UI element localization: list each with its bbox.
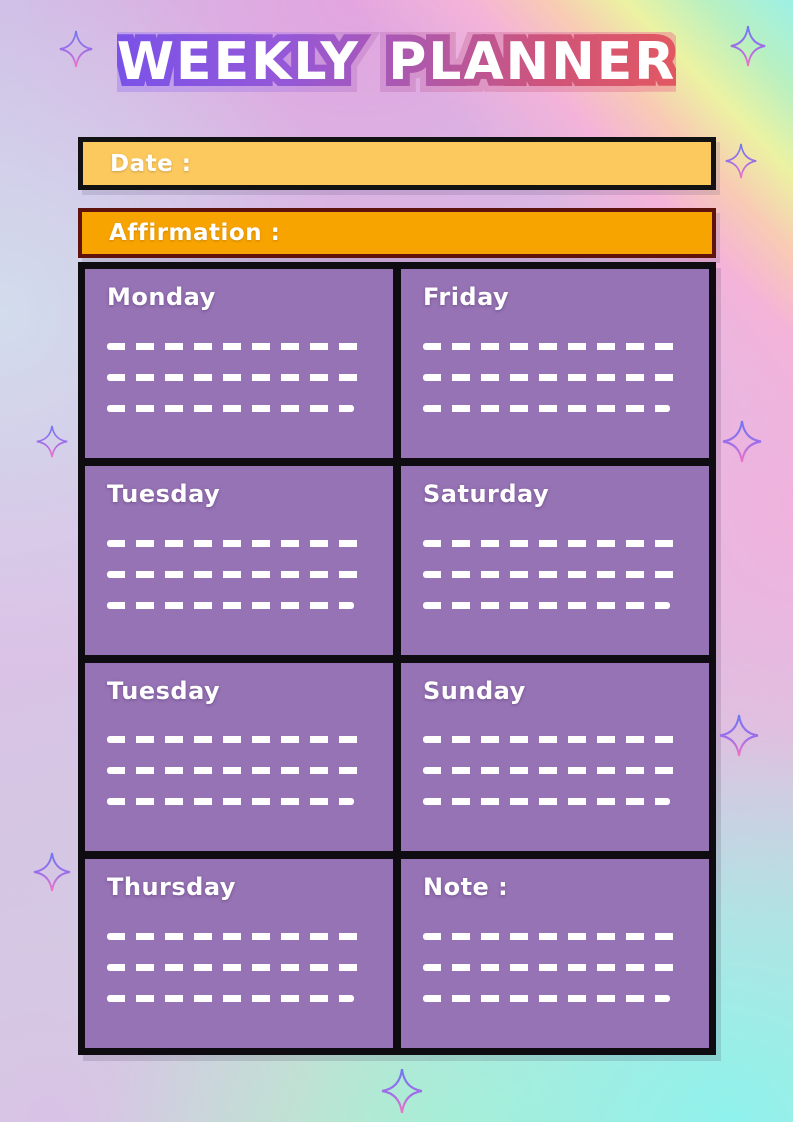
sparkle-icon xyxy=(730,25,766,67)
cell-sunday-label: Sunday xyxy=(423,676,526,705)
affirmation-label: Affirmation : xyxy=(109,220,281,246)
dashed-line xyxy=(423,736,676,744)
dashed-line xyxy=(423,933,676,941)
dashed-line xyxy=(107,342,360,350)
sparkle-icon xyxy=(59,30,93,68)
sparkle-icon xyxy=(719,714,759,757)
cell-tuesday-2[interactable]: Tuesday xyxy=(85,662,393,852)
page-title-text: WEEKLY PLANNER xyxy=(116,32,677,92)
write-lines xyxy=(423,508,689,633)
affirmation-field[interactable]: Affirmation : xyxy=(78,208,716,258)
cell-friday[interactable]: Friday xyxy=(401,269,709,458)
dashed-line xyxy=(423,570,682,578)
dashed-line xyxy=(107,767,366,775)
write-lines xyxy=(107,508,373,633)
cell-note-label: Note : xyxy=(423,873,509,902)
page-title-outline: WEEKLY PLANNER xyxy=(110,26,682,97)
cell-saturday-label: Saturday xyxy=(423,479,550,508)
write-lines xyxy=(423,311,689,436)
date-field[interactable]: Date : xyxy=(78,137,716,190)
dashed-line xyxy=(107,404,355,412)
cell-saturday[interactable]: Saturday xyxy=(401,465,709,655)
write-lines xyxy=(107,901,373,1026)
dashed-line xyxy=(423,767,682,775)
cell-tuesday-label: Tuesday xyxy=(107,479,221,508)
write-lines xyxy=(423,901,689,1026)
dashed-line xyxy=(423,404,671,412)
dashed-line xyxy=(423,373,682,381)
dashed-line xyxy=(107,539,360,547)
dashed-line xyxy=(423,539,676,547)
cell-tuesday-2-label: Tuesday xyxy=(107,676,221,705)
dashed-line xyxy=(423,342,676,350)
sparkle-icon xyxy=(722,420,762,463)
sparkle-icon xyxy=(381,1068,423,1114)
cell-monday[interactable]: Monday xyxy=(85,269,393,458)
cell-thursday[interactable]: Thursday xyxy=(85,859,393,1048)
dashed-line xyxy=(107,601,355,609)
write-lines xyxy=(107,311,373,436)
dashed-line xyxy=(107,570,366,578)
dashed-line xyxy=(423,964,682,972)
sparkle-icon xyxy=(725,143,757,179)
date-label: Date : xyxy=(110,150,192,177)
page-title-halo: WEEKLY PLANNER xyxy=(104,20,688,103)
cell-thursday-label: Thursday xyxy=(107,873,236,902)
cell-sunday[interactable]: Sunday xyxy=(401,662,709,852)
dashed-line xyxy=(107,798,355,806)
write-lines xyxy=(107,705,373,830)
dashed-line xyxy=(423,995,671,1003)
dashed-line xyxy=(107,736,360,744)
write-lines xyxy=(423,705,689,830)
planner-grid: Monday Friday Tuesday Satu xyxy=(78,262,716,1055)
dashed-line xyxy=(107,373,366,381)
cell-friday-label: Friday xyxy=(423,283,510,311)
dashed-line xyxy=(107,964,366,972)
cell-tuesday[interactable]: Tuesday xyxy=(85,465,393,655)
dashed-line xyxy=(423,601,671,609)
dashed-line xyxy=(107,995,355,1003)
dashed-line xyxy=(107,933,360,941)
cell-note[interactable]: Note : xyxy=(401,859,709,1048)
page-title: WEEKLY PLANNER WEEKLY PLANNER WEEKLY PLA… xyxy=(0,20,793,103)
cell-monday-label: Monday xyxy=(107,283,216,311)
dashed-line xyxy=(423,798,671,806)
sparkle-icon xyxy=(36,425,68,458)
sparkle-icon xyxy=(33,852,71,892)
